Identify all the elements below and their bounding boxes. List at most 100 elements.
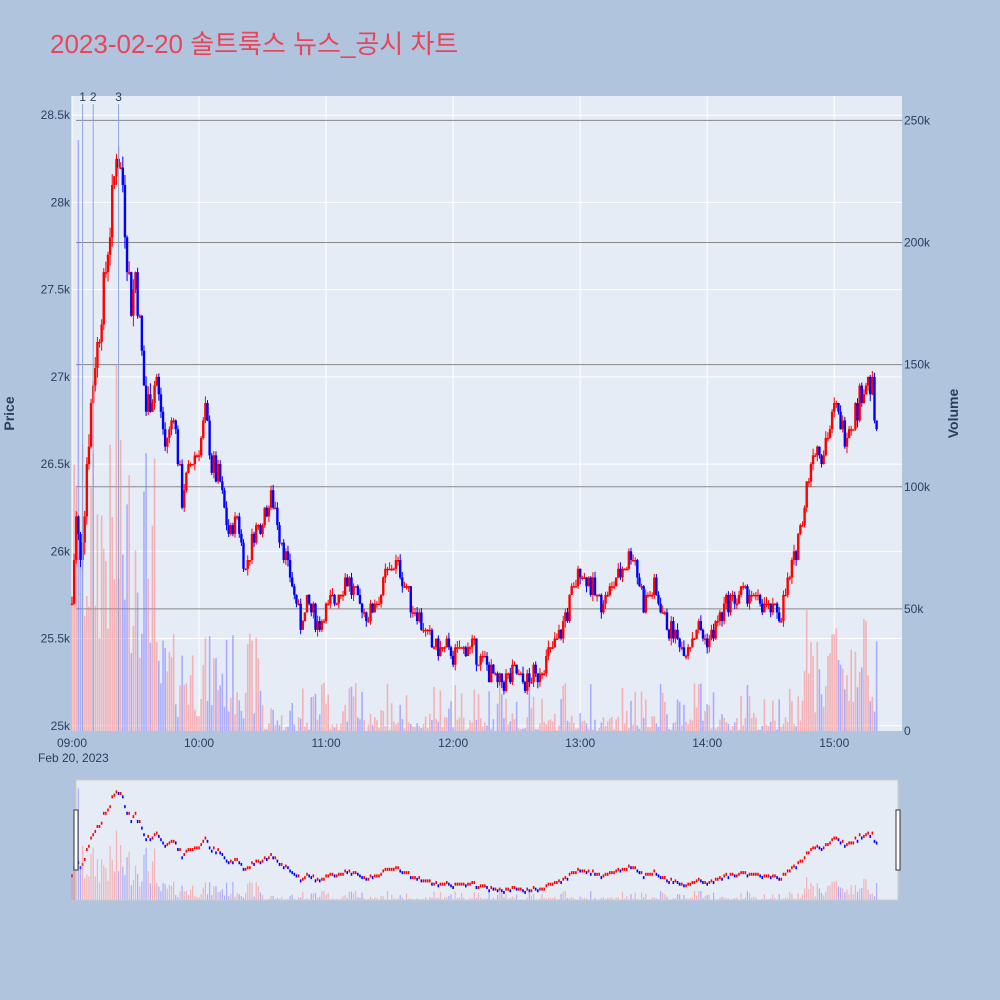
time-tick-label: 12:00 <box>438 736 468 750</box>
volume-bar <box>100 515 103 731</box>
candle-body <box>644 594 648 613</box>
range-volume-bar <box>113 871 115 900</box>
candle-body <box>104 272 108 274</box>
candle-body <box>346 577 349 587</box>
range-volume-bar <box>748 893 751 900</box>
candle-body <box>89 403 93 447</box>
range-candle <box>780 877 783 881</box>
range-handle-left[interactable] <box>73 809 79 871</box>
candle-body <box>115 158 118 177</box>
range-volume-bar <box>164 884 166 900</box>
candle-body <box>106 254 110 273</box>
range-volume-bar <box>693 891 696 900</box>
candle-body <box>566 612 569 622</box>
volume-bar <box>530 708 533 731</box>
volume-bar <box>636 725 639 731</box>
range-candle <box>433 882 435 886</box>
volume-bar <box>710 728 713 731</box>
candle-body <box>513 664 516 667</box>
range-candle <box>119 792 122 796</box>
candle-body <box>333 594 336 604</box>
range-candle <box>598 872 601 876</box>
range-volume-bar <box>475 897 478 900</box>
range-handle-right[interactable] <box>895 809 901 871</box>
candle-body <box>506 673 510 675</box>
candle-body <box>487 664 491 683</box>
volume-bar <box>130 653 133 731</box>
main-plot[interactable] <box>71 96 902 731</box>
range-volume-bar <box>194 895 196 900</box>
volume-bar <box>431 720 433 731</box>
candle-body <box>176 429 180 465</box>
volume-bar <box>124 599 126 731</box>
range-candle <box>558 879 560 883</box>
range-volume-bar <box>848 894 850 900</box>
range-volume-bar <box>312 893 314 900</box>
range-candle <box>357 872 359 876</box>
candle-body <box>269 490 273 508</box>
range-candle <box>748 872 751 876</box>
volume-bar <box>450 701 452 731</box>
candle-body <box>210 455 213 473</box>
range-candle <box>274 856 277 860</box>
candle-body <box>826 437 830 440</box>
range-candle <box>134 811 137 815</box>
range-candle <box>71 874 73 878</box>
range-volume-bar <box>723 897 725 900</box>
candle-body <box>339 594 343 597</box>
range-candle <box>560 881 562 885</box>
volume-bar <box>327 694 329 731</box>
candle-body <box>199 437 203 456</box>
range-volume-bar <box>839 887 842 900</box>
range-volume-bar <box>340 898 342 900</box>
candle-body <box>862 394 866 404</box>
candle-body <box>365 612 368 622</box>
range-candle <box>829 841 831 845</box>
range-candle <box>488 889 490 893</box>
range-volume-bar <box>740 893 742 900</box>
range-candle <box>765 874 768 878</box>
range-slider[interactable] <box>71 779 901 901</box>
range-volume-bar <box>327 893 329 900</box>
volume-bar <box>733 722 736 731</box>
range-candle <box>636 869 639 873</box>
range-volume-bar <box>198 897 200 900</box>
range-volume-bar <box>450 894 452 900</box>
volume-bar <box>471 722 473 731</box>
volume-bar <box>371 725 374 731</box>
volume-bar <box>803 670 806 731</box>
volume-bar <box>249 633 251 731</box>
candle-body <box>775 603 779 613</box>
range-candle <box>575 871 577 875</box>
candle-body <box>396 560 400 562</box>
candle-body <box>767 603 770 606</box>
volume-bar <box>94 605 97 731</box>
volume-bar <box>860 667 863 731</box>
candle-body <box>722 603 726 622</box>
range-volume-bar <box>187 895 190 900</box>
range-volume-bar <box>746 891 749 900</box>
volume-bar <box>484 722 486 731</box>
price-tick-label: 26k <box>51 544 71 558</box>
range-volume-bar <box>192 885 194 900</box>
volume-bar <box>670 729 673 731</box>
range-volume-bar <box>395 898 397 900</box>
range-candle <box>795 866 797 870</box>
range-candle <box>547 882 550 886</box>
range-volume-bar <box>632 898 634 900</box>
range-candle <box>869 834 872 838</box>
volume-bar <box>77 139 80 731</box>
candle-body <box>244 568 247 571</box>
candle-body <box>87 446 91 465</box>
candle-body <box>121 167 125 185</box>
volume-bar <box>285 726 287 731</box>
candle-body <box>526 673 529 691</box>
range-candle <box>837 838 840 842</box>
candle-body <box>627 551 631 569</box>
range-candle <box>543 887 545 891</box>
range-volume-bar <box>344 895 346 900</box>
candle-body <box>235 516 239 518</box>
volume-bar <box>274 724 277 731</box>
volume-bar <box>793 724 795 731</box>
range-candle <box>344 869 346 873</box>
